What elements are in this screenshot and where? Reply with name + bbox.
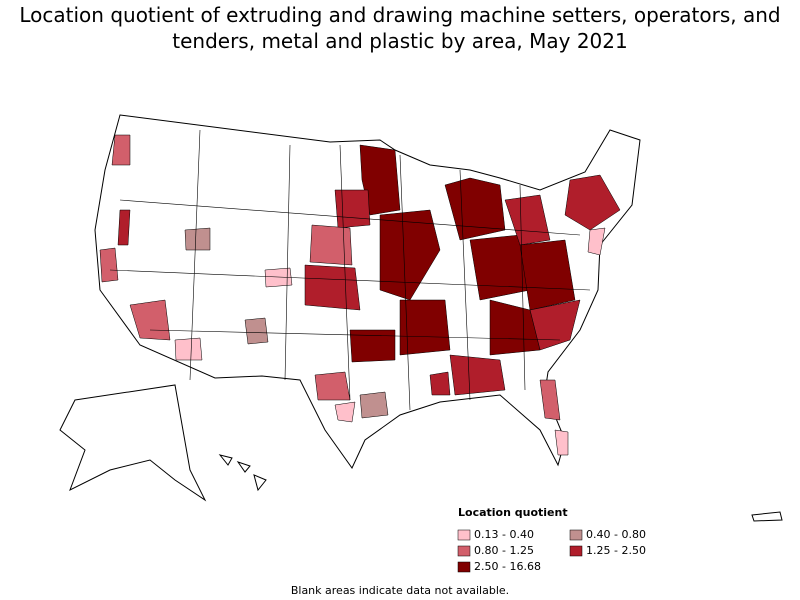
legend-swatch (569, 545, 583, 557)
regions (99, 134, 621, 456)
area (449, 354, 506, 396)
legend-label: 0.13 - 0.40 (474, 528, 534, 541)
area (117, 209, 131, 246)
area (244, 317, 269, 345)
legend-swatch (569, 529, 583, 541)
puerto-rico (751, 511, 783, 522)
area (489, 299, 541, 356)
area (309, 224, 353, 266)
area (359, 391, 389, 419)
legend-label: 2.50 - 16.68 (474, 560, 541, 573)
legend-swatch (457, 545, 471, 557)
area (554, 429, 569, 456)
legend-label: 1.25 - 2.50 (586, 544, 646, 557)
area (349, 329, 396, 363)
map-title: Location quotient of extruding and drawi… (19, 3, 781, 53)
borders (109, 129, 591, 411)
legend-label: 0.40 - 0.80 (586, 528, 646, 541)
hawaii (218, 454, 267, 492)
area (587, 227, 606, 256)
alaska (59, 384, 207, 502)
area (111, 134, 131, 166)
area (564, 174, 621, 231)
area (264, 267, 293, 288)
legend-swatch (457, 529, 471, 541)
area (539, 379, 561, 421)
area (444, 177, 506, 241)
area (304, 264, 361, 311)
legend-swatch (457, 561, 471, 573)
area (399, 299, 451, 356)
area (379, 209, 441, 301)
legend: 0.13 - 0.40 0.40 - 0.80 0.80 - 1.25 1.25 - … (457, 528, 646, 573)
area (429, 371, 451, 396)
legend-label: 0.80 - 1.25 (474, 544, 534, 557)
area (334, 401, 356, 423)
area (359, 144, 401, 216)
area (334, 189, 371, 229)
area (184, 227, 211, 251)
legend-title: Location quotient (458, 506, 568, 519)
note: Blank areas indicate data not available. (291, 584, 509, 597)
area (174, 337, 203, 361)
area (99, 247, 119, 283)
area (314, 371, 351, 401)
base-map (59, 114, 783, 522)
area (519, 239, 576, 311)
